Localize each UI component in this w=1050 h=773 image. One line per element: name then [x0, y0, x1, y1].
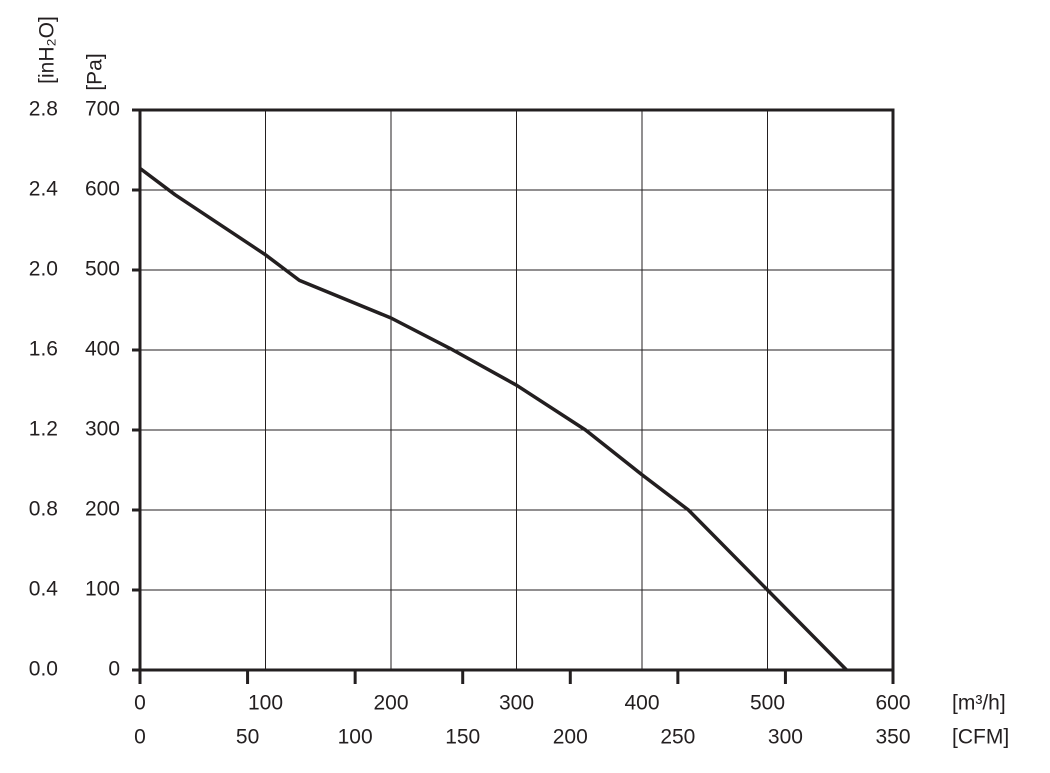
y-tick-label: 600 — [85, 178, 120, 201]
x-tick-label: 300 — [499, 692, 534, 715]
x-tick-label: 500 — [750, 692, 785, 715]
x2-tick-label: 250 — [660, 726, 695, 749]
y-tick-label: 100 — [85, 578, 120, 601]
x2-tick-label: 200 — [553, 726, 588, 749]
y2-tick-label: 0.4 — [29, 578, 59, 601]
x2-tick-label: 150 — [445, 726, 480, 749]
curve — [138, 167, 848, 672]
x2-tick-label: 100 — [338, 726, 373, 749]
y-tick-label: 700 — [85, 98, 120, 121]
y2-tick-label: 2.8 — [29, 98, 58, 121]
y-axis-label: [Pa] — [84, 53, 107, 90]
y-tick-label: 200 — [85, 498, 120, 521]
x-tick-label: 600 — [875, 692, 910, 715]
x2-axis-label: [CFM] — [952, 726, 1009, 749]
x2-tick-label: 50 — [236, 726, 259, 749]
x-axis-label: [m³/h] — [952, 692, 1006, 715]
x-tick-label: 400 — [624, 692, 659, 715]
y-tick-label: 400 — [85, 338, 120, 361]
y2-tick-label: 1.2 — [29, 418, 58, 441]
x2-tick-label: 300 — [768, 726, 803, 749]
y-tick-label: 300 — [85, 418, 120, 441]
y-tick-label: 0 — [108, 658, 120, 681]
y2-tick-label: 1.6 — [29, 338, 58, 361]
y2-tick-label: 0.8 — [29, 498, 58, 521]
x-tick-label: 0 — [134, 692, 146, 715]
y2-tick-label: 0.0 — [29, 658, 58, 681]
y-tick-label: 500 — [85, 258, 120, 281]
x2-tick-label: 0 — [134, 726, 146, 749]
y2-tick-label: 2.0 — [29, 258, 58, 281]
x2-tick-label: 350 — [875, 726, 910, 749]
x-tick-label: 200 — [373, 692, 408, 715]
y2-axis-label: [inH₂O] — [36, 16, 59, 84]
x-tick-label: 100 — [248, 692, 283, 715]
y2-tick-label: 2.4 — [29, 178, 59, 201]
